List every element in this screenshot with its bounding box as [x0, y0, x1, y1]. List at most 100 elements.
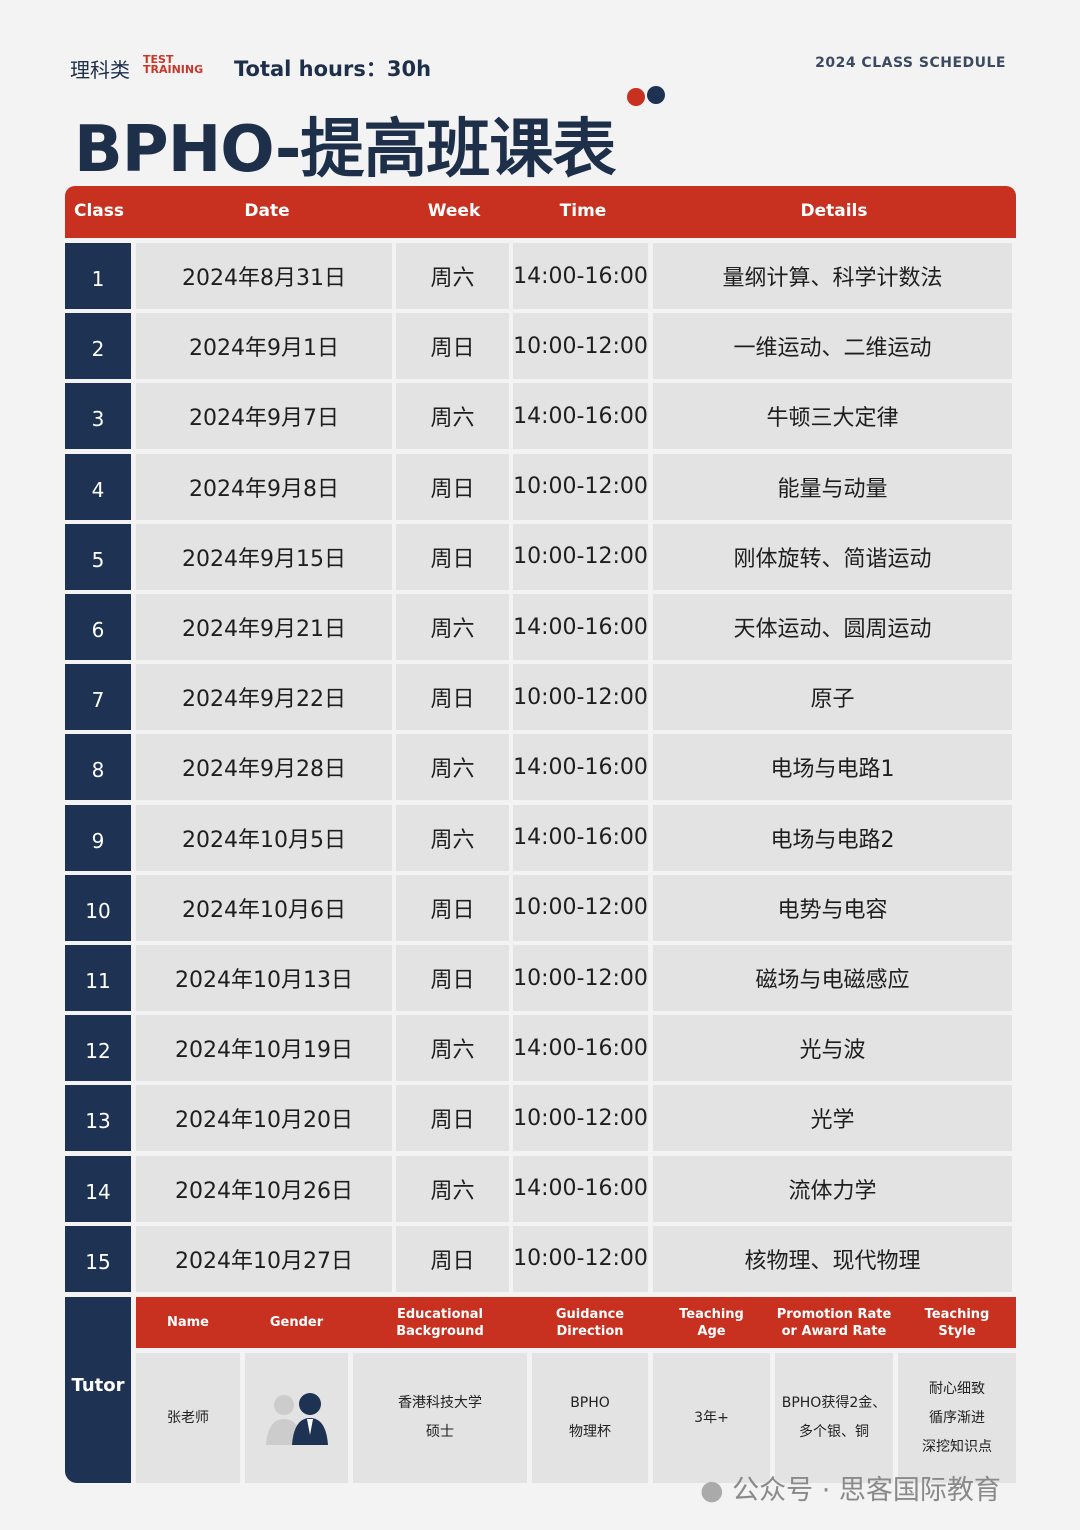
week-cell: 周日	[396, 1225, 509, 1292]
watermark: ● 公众号 · 思客国际教育	[700, 1475, 1001, 1506]
week-cell: 周六	[396, 734, 509, 801]
date-cell: 2024年10月27日	[136, 1225, 392, 1292]
table-row: 4 2024年9月8日 周日 10:00-12:00 能量与动量	[65, 453, 1016, 520]
week-cell: 周日	[396, 945, 509, 1011]
details-cell: 电势与电容	[653, 874, 1012, 941]
class-number: 10	[65, 874, 131, 941]
tutor-teaching-age: 3年+	[653, 1353, 770, 1483]
tutor-col-teaching-style: Teaching Style	[924, 1306, 990, 1339]
week-cell: 周日	[396, 453, 509, 520]
table-row: 10 2024年10月6日 周日 10:00-12:00 电势与电容	[65, 874, 1016, 941]
tutor-header: Name Gender Educational Background Guidance…	[136, 1297, 1016, 1348]
date-cell: 2024年10月5日	[136, 804, 392, 871]
test-training-logo: TEST TRAINING	[143, 53, 204, 76]
col-time: Time	[559, 201, 607, 221]
year-label: 2024 CLASS SCHEDULE	[815, 55, 1006, 71]
class-number: 15	[65, 1225, 131, 1292]
speech-bubble-navy-icon	[647, 86, 665, 104]
speech-bubble-red-icon	[627, 88, 645, 106]
table-row: 3 2024年9月7日 周六 14:00-16:00 牛顿三大定律	[65, 383, 1016, 450]
tutor-award-rate: BPHO获得2金、 多个银、铜	[775, 1353, 893, 1483]
tutor-col-gender: Gender	[269, 1315, 324, 1330]
tutor-name: 张老师	[136, 1353, 240, 1483]
schedule-header: Class Date Week Time Details	[65, 186, 1016, 238]
date-cell: 2024年10月13日	[136, 945, 392, 1011]
total-hours: Total hours：30h	[234, 57, 432, 81]
week-cell: 周日	[396, 1085, 509, 1152]
time-cell: 10:00-12:00	[513, 313, 648, 380]
details-cell: 原子	[653, 664, 1012, 731]
week-cell: 周六	[396, 594, 509, 660]
time-cell: 14:00-16:00	[513, 1155, 648, 1222]
class-number: 12	[65, 1015, 131, 1082]
date-cell: 2024年9月22日	[136, 664, 392, 731]
class-number: 4	[65, 453, 131, 520]
details-cell: 能量与动量	[653, 453, 1012, 520]
details-cell: 磁场与电磁感应	[653, 945, 1012, 1011]
details-cell: 电场与电路1	[653, 734, 1012, 801]
class-number: 14	[65, 1155, 131, 1222]
table-row: 1 2024年8月31日 周六 14:00-16:00 量纲计算、科学计数法	[65, 243, 1016, 309]
class-number: 13	[65, 1085, 131, 1152]
date-cell: 2024年9月15日	[136, 523, 392, 590]
date-cell: 2024年8月31日	[136, 243, 392, 309]
time-cell: 14:00-16:00	[513, 383, 648, 450]
tutor-col-guidance: Guidance Direction	[555, 1306, 625, 1339]
tutor-col-award-rate: Promotion Rate or Award Rate	[776, 1306, 892, 1339]
tutor-col-name: Name	[166, 1315, 209, 1330]
time-cell: 14:00-16:00	[513, 594, 648, 660]
time-cell: 10:00-12:00	[513, 523, 648, 590]
details-cell: 电场与电路2	[653, 804, 1012, 871]
week-cell: 周六	[396, 804, 509, 871]
table-row: 6 2024年9月21日 周六 14:00-16:00 天体运动、圆周运动	[65, 594, 1016, 660]
week-cell: 周日	[396, 523, 509, 590]
details-cell: 刚体旋转、简谐运动	[653, 523, 1012, 590]
week-cell: 周六	[396, 1015, 509, 1082]
time-cell: 10:00-12:00	[513, 1225, 648, 1292]
time-cell: 14:00-16:00	[513, 243, 648, 309]
class-number: 5	[65, 523, 131, 590]
time-cell: 14:00-16:00	[513, 804, 648, 871]
table-row: 13 2024年10月20日 周日 10:00-12:00 光学	[65, 1085, 1016, 1152]
col-class: Class	[73, 201, 125, 221]
date-cell: 2024年10月19日	[136, 1015, 392, 1082]
details-cell: 核物理、现代物理	[653, 1225, 1012, 1292]
table-row: 11 2024年10月13日 周日 10:00-12:00 磁场与电磁感应	[65, 945, 1016, 1011]
tutor-teaching-style: 耐心细致 循序渐进 深挖知识点	[898, 1353, 1016, 1483]
table-row: 15 2024年10月27日 周日 10:00-12:00 核物理、现代物理	[65, 1225, 1016, 1292]
date-cell: 2024年9月28日	[136, 734, 392, 801]
details-cell: 流体力学	[653, 1155, 1012, 1222]
class-number: 7	[65, 664, 131, 731]
col-week: Week	[427, 201, 481, 221]
table-row: 7 2024年9月22日 周日 10:00-12:00 原子	[65, 664, 1016, 731]
table-row: 12 2024年10月19日 周六 14:00-16:00 光与波	[65, 1015, 1016, 1082]
time-cell: 10:00-12:00	[513, 874, 648, 941]
week-cell: 周六	[396, 383, 509, 450]
details-cell: 牛顿三大定律	[653, 383, 1012, 450]
details-cell: 光学	[653, 1085, 1012, 1152]
tutor-col-education: Educational Background	[396, 1306, 484, 1339]
date-cell: 2024年9月8日	[136, 453, 392, 520]
col-details: Details	[800, 201, 868, 221]
week-cell: 周日	[396, 664, 509, 731]
time-cell: 10:00-12:00	[513, 1085, 648, 1152]
category-label: 理科类	[70, 58, 130, 82]
table-row: 14 2024年10月26日 周六 14:00-16:00 流体力学	[65, 1155, 1016, 1222]
wechat-icon: ●	[700, 1475, 724, 1506]
class-number: 2	[65, 313, 131, 380]
date-cell: 2024年9月1日	[136, 313, 392, 380]
time-cell: 10:00-12:00	[513, 945, 648, 1011]
class-number: 1	[65, 243, 131, 309]
details-cell: 一维运动、二维运动	[653, 313, 1012, 380]
tutor-guidance: BPHO 物理杯	[532, 1353, 648, 1483]
tutor-gender	[245, 1353, 348, 1483]
tutor-label: Tutor	[65, 1297, 131, 1483]
time-cell: 14:00-16:00	[513, 1015, 648, 1082]
week-cell: 周六	[396, 243, 509, 309]
date-cell: 2024年9月21日	[136, 594, 392, 660]
date-cell: 2024年10月6日	[136, 874, 392, 941]
details-cell: 光与波	[653, 1015, 1012, 1082]
date-cell: 2024年10月26日	[136, 1155, 392, 1222]
class-number: 8	[65, 734, 131, 801]
class-number: 9	[65, 804, 131, 871]
